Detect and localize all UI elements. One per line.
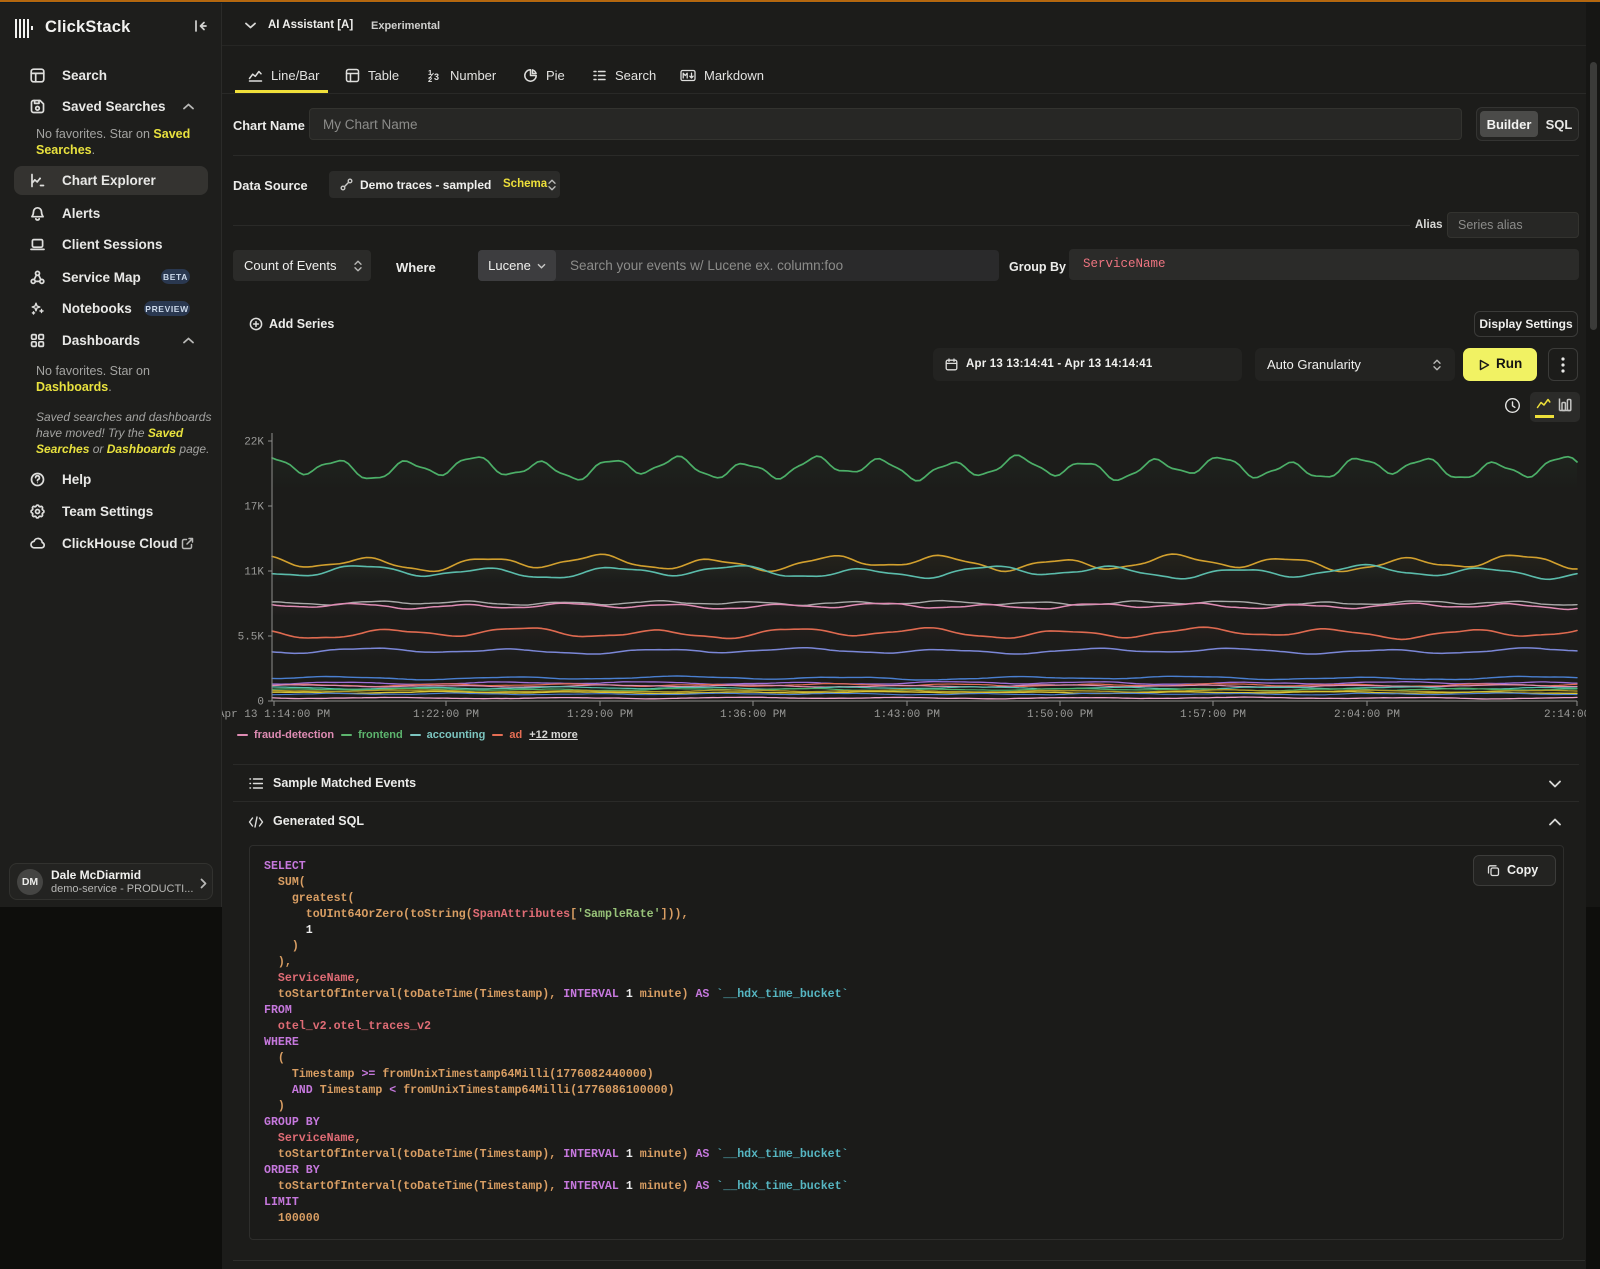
svg-text:2:04:00 PM: 2:04:00 PM (1334, 709, 1400, 721)
svg-text:1:36:00 PM: 1:36:00 PM (720, 709, 786, 721)
svg-text:1:29:00 PM: 1:29:00 PM (567, 709, 633, 721)
svg-text:5.5K: 5.5K (238, 632, 265, 644)
svg-text:1:22:00 PM: 1:22:00 PM (413, 709, 479, 721)
svg-text:17K: 17K (244, 502, 264, 514)
svg-text:1:57:00 PM: 1:57:00 PM (1180, 709, 1246, 721)
svg-text:2:14:00 PM: 2:14:00 PM (1544, 709, 1586, 721)
svg-text:1: 1 (428, 68, 432, 77)
svg-text:Apr 13 1:14:00 PM: Apr 13 1:14:00 PM (222, 709, 330, 721)
svg-text:1:50:00 PM: 1:50:00 PM (1027, 709, 1093, 721)
svg-text:3: 3 (434, 72, 439, 82)
svg-text:0: 0 (257, 697, 264, 709)
svg-text:2: 2 (428, 75, 432, 83)
svg-text:1:43:00 PM: 1:43:00 PM (874, 709, 940, 721)
svg-text:11K: 11K (244, 567, 264, 579)
svg-text:22K: 22K (244, 437, 264, 449)
